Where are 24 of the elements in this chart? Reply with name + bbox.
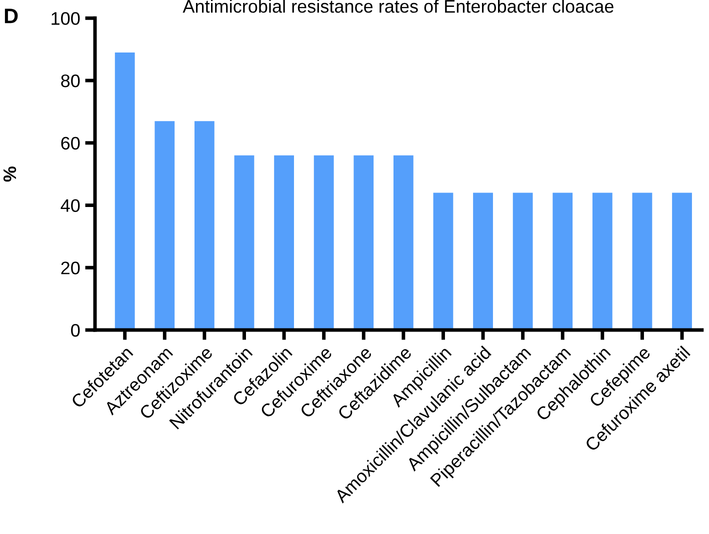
bar <box>314 155 334 330</box>
bar <box>473 192 493 330</box>
y-tick-label: 60 <box>61 136 80 150</box>
y-tick-label: 0 <box>71 324 80 337</box>
y-tick-label: 40 <box>60 199 80 212</box>
bar <box>234 155 254 330</box>
bar <box>194 121 214 330</box>
bar <box>552 192 573 330</box>
bar <box>274 155 294 330</box>
y-axis-title: % <box>3 166 16 182</box>
bar <box>354 155 374 330</box>
bar <box>154 121 175 330</box>
bar <box>114 52 135 330</box>
text: D <box>4 8 18 24</box>
bar <box>672 192 692 330</box>
y-tick-label: 20 <box>61 262 80 274</box>
bar <box>433 192 454 330</box>
y-tick-label: 100 <box>52 12 80 25</box>
bar <box>632 192 652 330</box>
bar <box>592 192 612 330</box>
bar <box>393 155 414 330</box>
chart-title: Antimicrobial resistance rates of Enterobacter cloacae <box>182 0 614 13</box>
bar <box>512 192 533 330</box>
y-tick-label: 80 <box>61 74 80 88</box>
